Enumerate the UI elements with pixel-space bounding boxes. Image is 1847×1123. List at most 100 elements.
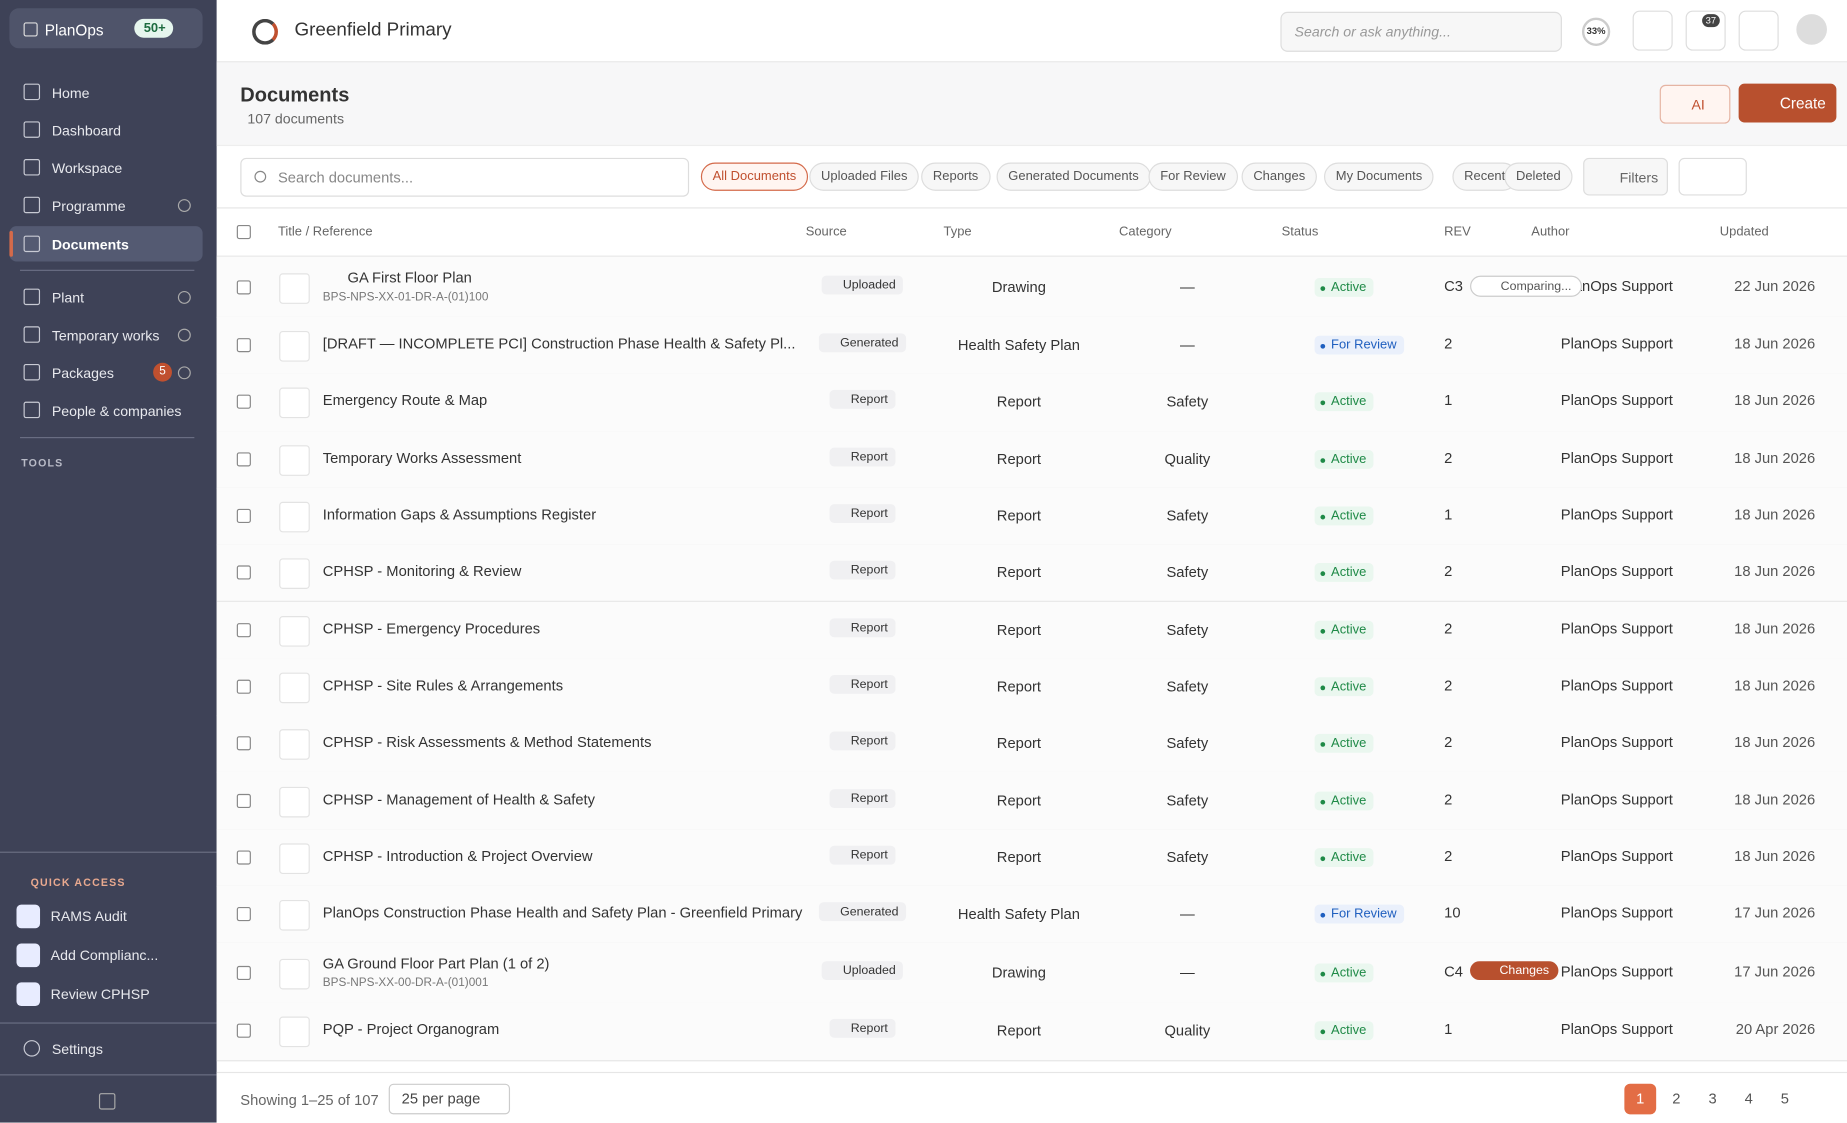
settings[interactable]: Settings (9, 1031, 202, 1066)
page-button[interactable]: 1 (1624, 1083, 1657, 1115)
doc-title[interactable]: CPHSP - Monitoring & Review (322, 563, 522, 580)
filter-tab[interactable]: Generated Documents (996, 162, 1151, 191)
doc-title[interactable]: CPHSP - Management of Health & Safety (322, 791, 596, 808)
column-header[interactable]: Type (943, 224, 972, 240)
page-button[interactable]: 2 (1672, 1090, 1681, 1108)
nav-item[interactable]: Dashboard (9, 112, 202, 147)
column-header[interactable]: Category (1119, 224, 1172, 240)
filter-tab[interactable]: My Documents (1323, 162, 1434, 191)
progress[interactable]: 33% (1581, 17, 1611, 46)
column-header[interactable]: Author (1531, 224, 1570, 240)
nav-item[interactable]: Temporary works (9, 317, 202, 352)
row-checkbox[interactable] (236, 965, 251, 980)
doc-title[interactable]: Temporary Works Assessment (322, 449, 522, 467)
per-page[interactable]: 25 per page (388, 1083, 511, 1115)
filter-tab[interactable]: All Documents (700, 162, 808, 191)
workspace-switcher[interactable]: PlanOps 50+ (9, 8, 203, 49)
row-checkbox[interactable] (236, 679, 251, 694)
row-checkbox[interactable] (236, 338, 251, 353)
table-row[interactable]: GA Ground Floor Part Plan (1 of 2) BPS-NP… (216, 942, 1847, 1004)
updated: 18 Jun 2026 (1734, 620, 1816, 637)
doc-title[interactable]: CPHSP - Risk Assessments & Method Statem… (322, 734, 652, 751)
row-checkbox[interactable] (236, 736, 251, 751)
doc-title[interactable]: GA Ground Floor Part Plan (1 of 2) (322, 955, 550, 972)
filter-tab[interactable]: Deleted (1504, 162, 1573, 191)
row-checkbox[interactable] (236, 1024, 251, 1039)
notifications-button[interactable] (1685, 10, 1726, 51)
row-checkbox[interactable] (236, 452, 251, 467)
avatar[interactable] (1796, 14, 1827, 45)
row-checkbox[interactable] (236, 793, 251, 808)
row-checkbox[interactable] (236, 850, 251, 865)
doc-title[interactable]: [DRAFT — INCOMPLETE PCI] Construction Ph… (322, 335, 796, 353)
nav-item[interactable]: Workspace (9, 150, 202, 185)
table-row[interactable]: CPHSP - Monitoring & Review Report Report S… (216, 544, 1847, 603)
revision: 2 (1444, 677, 1453, 694)
row-checkbox[interactable] (236, 508, 251, 524)
quick-access-item[interactable]: RAMS Audit (16, 902, 204, 930)
filters-button[interactable]: Filters (1583, 157, 1668, 196)
table-row[interactable]: PQP - Project Organogram Report Report Qual… (216, 1002, 1847, 1061)
filter-tab[interactable]: Changes (1241, 162, 1317, 191)
global-search[interactable]: Search or ask anything... (1280, 11, 1562, 52)
ai-button[interactable]: AI (1659, 84, 1731, 124)
view-toggle[interactable] (1678, 157, 1747, 196)
nav-label: Documents (51, 236, 129, 254)
doc-title[interactable]: Information Gaps & Assumptions Register (322, 506, 597, 524)
tools-label[interactable]: TOOLS (21, 457, 64, 469)
table-row[interactable]: [DRAFT — INCOMPLETE PCI] Construction Ph… (216, 316, 1847, 375)
row-checkbox[interactable] (236, 395, 251, 410)
doc-title[interactable]: CPHSP - Emergency Procedures (322, 620, 541, 637)
source-badge: Report (829, 447, 895, 467)
table-row[interactable]: CPHSP - Site Rules & Arrangements Report R… (216, 658, 1847, 717)
doc-title[interactable]: CPHSP - Introduction & Project Overview (322, 847, 593, 865)
select-all[interactable] (236, 224, 251, 240)
table-row[interactable]: CPHSP - Risk Assessments & Method Statem… (216, 715, 1847, 774)
table-row[interactable]: GA First Floor Plan BPS-NPS-XX-01-DR-A-(0… (216, 256, 1847, 319)
table-row[interactable]: Temporary Works Assessment Report Report Qu… (216, 430, 1847, 489)
nav-item[interactable]: Packages 5 (9, 355, 202, 390)
quick-access-item[interactable]: Review CPHSP (16, 980, 204, 1008)
collapse-button[interactable] (98, 1093, 116, 1110)
filter-tab[interactable]: For Review (1148, 162, 1238, 191)
help-button[interactable] (1632, 10, 1673, 51)
filter-tab[interactable]: Uploaded Files (809, 162, 920, 191)
document-search[interactable]: Search documents... (240, 157, 690, 197)
quick-access-item[interactable]: Add Complianc... (16, 941, 204, 969)
column-header[interactable]: Title / Reference (277, 224, 373, 240)
row-checkbox[interactable] (236, 565, 251, 580)
column-header[interactable]: Status (1281, 224, 1319, 240)
page-button[interactable]: 5 (1780, 1090, 1789, 1108)
page-button[interactable]: 3 (1708, 1090, 1717, 1108)
table-row[interactable]: Information Gaps & Assumptions Register R… (216, 487, 1847, 546)
nav-item[interactable]: Plant (9, 279, 202, 314)
revision-tag[interactable]: Comparing... (1470, 275, 1583, 297)
nav-item[interactable]: Documents (9, 226, 203, 262)
table-row[interactable]: CPHSP - Management of Health & Safety Rep… (216, 772, 1847, 831)
nav-item[interactable]: Home (9, 74, 202, 109)
column-header[interactable]: Source (805, 224, 847, 240)
create-button[interactable]: Create (1738, 83, 1837, 123)
row-checkbox[interactable] (236, 622, 251, 637)
page-button[interactable]: 4 (1744, 1090, 1753, 1108)
type: Report (996, 849, 1042, 866)
doc-title[interactable]: PQP - Project Organogram (322, 1021, 500, 1039)
row-checkbox[interactable] (236, 907, 251, 922)
doc-title[interactable]: GA First Floor Plan (347, 269, 472, 286)
table-row[interactable]: CPHSP - Emergency Procedures Report Report… (216, 601, 1847, 660)
column-header[interactable]: Updated (1719, 224, 1769, 240)
doc-title[interactable]: Emergency Route & Map (322, 392, 488, 410)
nav-item[interactable]: Programme (9, 187, 202, 222)
row-checkbox[interactable] (236, 279, 251, 294)
project-name[interactable]: Greenfield Primary (294, 20, 452, 41)
table-row[interactable]: CPHSP - Introduction & Project Overview R… (216, 828, 1847, 887)
nav-item[interactable]: People & companies (9, 392, 202, 427)
doc-title[interactable]: CPHSP - Site Rules & Arrangements (322, 677, 564, 694)
table-row[interactable]: Emergency Route & Map Report Report Safety A… (216, 373, 1847, 432)
revision-tag[interactable]: Changes (1470, 960, 1559, 980)
doc-title[interactable]: PlanOps Construction Phase Health and Sa… (322, 904, 803, 922)
table-row[interactable]: PlanOps Construction Phase Health and Sa… (216, 885, 1847, 944)
filter-tab[interactable]: Reports (921, 162, 991, 191)
docs-button[interactable] (1738, 10, 1779, 51)
category: Safety (1166, 792, 1209, 809)
